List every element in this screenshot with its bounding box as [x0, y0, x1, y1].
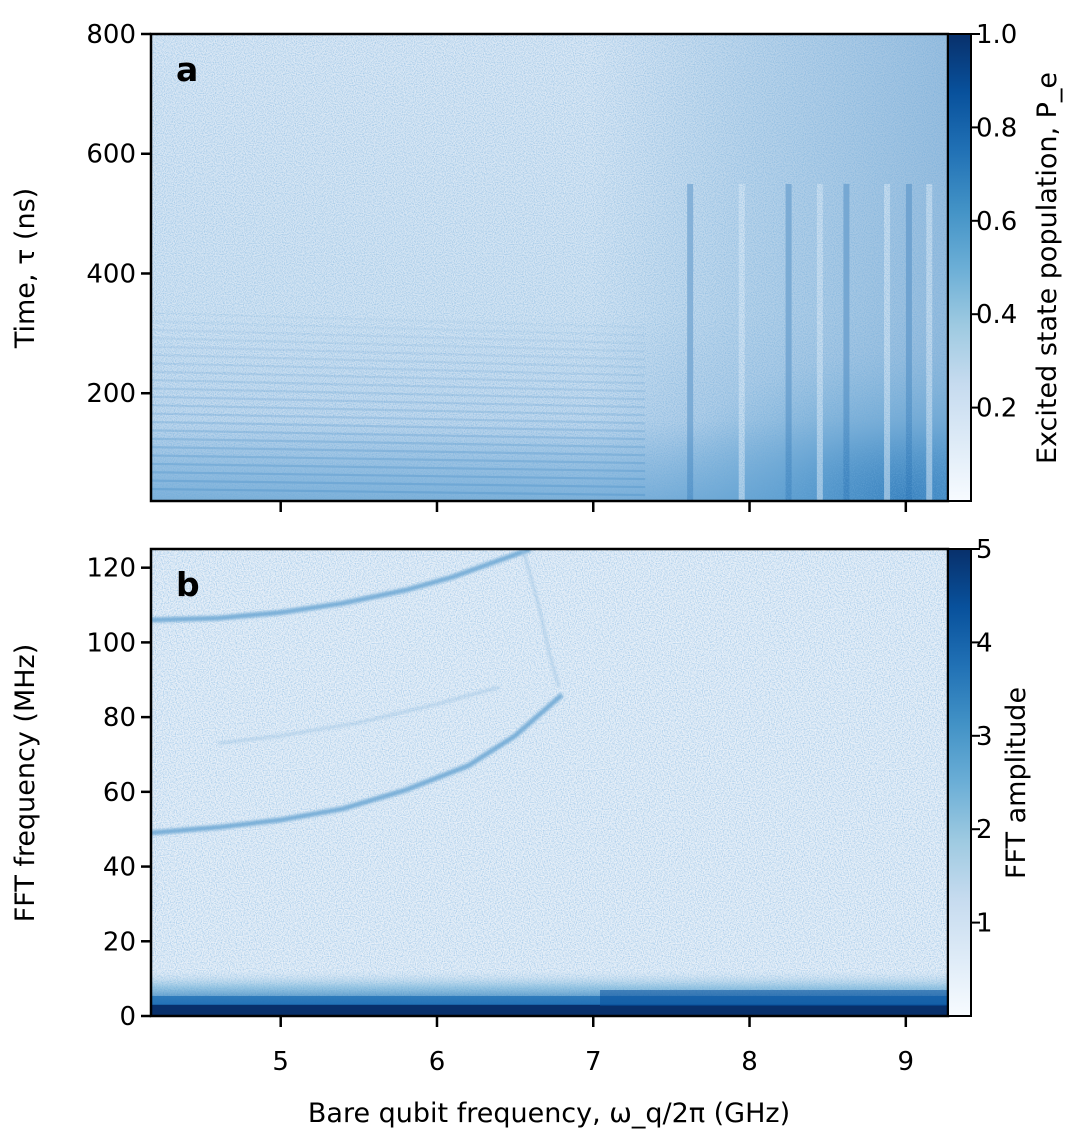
y-tick-label: 80	[103, 703, 136, 733]
colorbar-max-label: 1.0	[976, 20, 1017, 50]
colorbar-tick-label: 0.8	[976, 113, 1017, 143]
panel-b-colorbar: 1 2 3 4 5 FFT amplitude	[947, 535, 1032, 1017]
spectral-curves	[151, 549, 564, 836]
y-tick-label: 20	[103, 927, 136, 957]
colorbar-tick-label: 0.6	[976, 207, 1017, 237]
panel-b: 0 20 40 60 80 100 120 5 6 7 8 9 b FFT frequency (M…	[10, 535, 1032, 1129]
colorbar-tick-label: 0.2	[976, 394, 1017, 424]
y-tick-label: 0	[119, 1002, 136, 1032]
panel-a-heatmap	[151, 34, 948, 501]
panel-a-colorbar-label: Excited state population, P_e	[1032, 72, 1063, 464]
panel-a: 200 400 600 800 a Time, τ (ns) 0.2 0.4 0.6 0.8…	[10, 20, 1063, 512]
colorbar-tick-label: 0.4	[976, 300, 1017, 330]
colorbar-tick-label: 2	[976, 815, 993, 845]
panel-b-colorbar-label: FFT amplitude	[1001, 687, 1032, 879]
panel-a-y-axis-label: Time, τ (ns)	[10, 188, 41, 349]
panel-b-y-ticks: 0 20 40 60 80 100 120	[86, 554, 151, 1032]
spectral-curve	[218, 685, 500, 745]
x-tick-label: 8	[741, 1047, 758, 1077]
y-tick-label: 120	[86, 554, 136, 584]
y-tick-label: 800	[86, 20, 136, 50]
panel-a-y-ticks: 200 400 600 800	[86, 20, 151, 409]
spectral-curve	[151, 549, 532, 623]
dc-band	[151, 1004, 948, 1016]
colorbar-tick-label: 3	[976, 722, 993, 752]
panel-a-label: a	[176, 50, 198, 89]
colorbar-max-label: 5	[976, 535, 993, 565]
y-tick-label: 100	[86, 628, 136, 658]
y-tick-label: 600	[86, 140, 136, 170]
panel-b-x-ticks: 5 6 7 8 9	[272, 1016, 914, 1077]
colorbar-tick-label: 4	[976, 628, 993, 658]
x-tick-label: 5	[272, 1047, 289, 1077]
y-tick-label: 200	[86, 379, 136, 409]
panel-b-heatmap	[151, 549, 948, 1016]
panel-b-y-axis-label: FFT frequency (MHz)	[10, 644, 41, 923]
y-tick-label: 60	[103, 778, 136, 808]
x-tick-label: 6	[429, 1047, 446, 1077]
panel-a-colorbar: 0.2 0.4 0.6 0.8 1.0 Excited state population…	[947, 20, 1063, 502]
y-tick-label: 400	[86, 259, 136, 289]
panel-a-x-ticks	[279, 501, 908, 512]
spectral-curve	[521, 549, 561, 688]
spectral-curve	[151, 692, 564, 836]
x-tick-label: 9	[898, 1047, 915, 1077]
panel-b-label: b	[176, 565, 200, 604]
x-tick-label: 7	[585, 1047, 602, 1077]
panel-b-x-axis-label: Bare qubit frequency, ω_q/2π (GHz)	[308, 1098, 790, 1129]
y-tick-label: 40	[103, 853, 136, 883]
colorbar-tick-label: 1	[976, 909, 993, 939]
